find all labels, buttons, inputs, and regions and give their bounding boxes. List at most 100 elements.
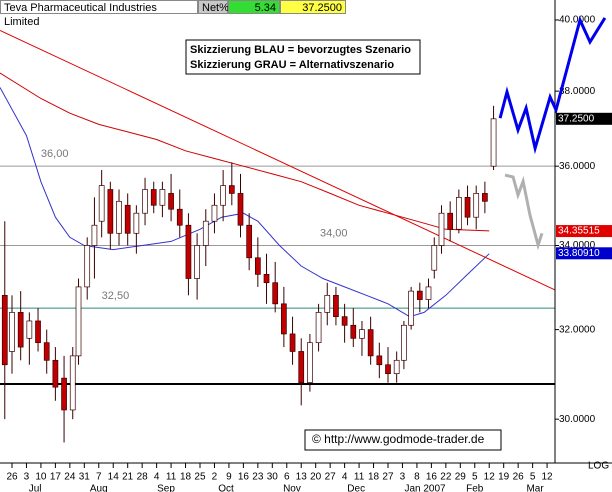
candle-body [142,189,148,214]
candle-body [393,359,400,375]
candle-body [194,245,200,279]
price-tag-label: 37.2500 [558,113,595,124]
x-tick-label: 13 [296,472,308,483]
source-box [304,429,502,451]
candle-body [456,197,462,230]
candle-body [107,189,114,234]
candle-body [237,193,244,226]
x-tick-label: 6 [284,472,290,483]
candle-body [401,324,407,361]
month-label: Mar [526,484,544,492]
candle-body [26,320,33,339]
x-tick-label: 27 [325,472,337,483]
candle-body [438,212,445,246]
x-tick-label: 20 [310,472,322,483]
header-label: Net% [198,0,229,14]
candle-body [350,324,357,339]
candle-body [408,290,414,326]
candle-body [490,118,497,167]
x-tick-label: 25 [194,472,206,483]
candle-body [211,204,218,222]
x-tick-label: 23 [252,472,264,483]
x-tick-label: 11 [354,472,365,483]
x-tick-label: 29 [455,472,467,483]
candle-body [17,312,24,348]
x-tick-label: 16 [238,472,250,483]
x-tick-label: 5 [530,472,536,483]
candle-body [289,333,296,352]
x-tick-label: 26 [513,472,525,483]
x-tick-label: 7 [96,472,102,483]
annotation: Skizzierung GRAU = Alternativszenario [190,59,394,71]
candle-body [447,212,454,230]
price-tag-label: 34.35515 [558,226,600,237]
candle-body [116,200,122,234]
month-label: Sep [157,484,175,492]
x-tick-label: 28 [137,472,149,483]
x-tick-label: 26 [6,472,18,483]
candle-body [43,342,50,361]
candle-body [473,193,480,218]
month-label: Jul [29,484,42,492]
candle-body [220,185,226,206]
x-tick-label: 4 [342,472,348,483]
x-tick-label: 12 [542,472,554,483]
candle-body [69,355,76,411]
header-last: 37.2500 [280,0,346,14]
x-tick-label: 30 [267,472,279,483]
x-tick-label: 11 [166,472,177,483]
candle-body [425,286,432,300]
candle-body [254,257,261,275]
x-tick-label: 10 [35,472,47,483]
candle-body [385,364,391,375]
candle-body [168,193,174,210]
month-label: Feb [466,484,484,492]
candle-body [482,193,488,202]
candle-body [464,197,471,218]
plot: 36,00 34,00 32,50 [0,29,556,443]
candle-body [341,316,348,326]
x-tick-label: 18 [368,472,380,483]
candle-body [416,290,423,300]
month-label: Oct [218,484,234,492]
month-label: Dec [347,484,365,492]
header-change: 5.34 [228,0,280,14]
candle-body [272,282,279,305]
x-tick-label: 14 [108,472,120,483]
month-label: Nov [283,484,301,492]
candle-body [298,351,305,383]
x-tick-label: 27 [382,472,394,483]
level-label: 34,00 [320,227,348,239]
candle-body [75,286,82,357]
y-tick-label: 36.0000 [559,161,596,172]
candle-body [281,303,287,335]
x-tick-label: 17 [50,472,62,483]
level-label: 32,50 [102,290,130,302]
x-tick-label: 4 [154,472,160,483]
candle-body [324,294,331,313]
candle-body [359,329,365,339]
candle-body [98,185,105,222]
x-tick-label: 3 [400,472,406,483]
x-tick-label: 3 [24,472,30,483]
candle-body [124,204,131,234]
month-label: Jan 2007 [404,484,446,492]
line-series [498,15,607,155]
candle-body [185,224,192,279]
annotation: Skizzierung BLAU = bevorzugtes Szenario [190,44,411,56]
candle-body [315,312,322,344]
candle-body [159,189,166,206]
scale-label: LOG [588,461,609,472]
line-series [504,173,544,251]
candle-body [61,377,67,411]
x-tick-label: 22 [440,472,452,483]
x-tick-label: 19 [498,472,510,483]
annotation-box [185,39,421,75]
price-tag [556,247,612,260]
x-tick-label: 12 [484,472,496,483]
x-tick-label: 8 [414,472,420,483]
y-tick-label: 40.0000 [559,15,596,26]
candle-body [376,355,383,366]
price-tag [556,112,612,125]
